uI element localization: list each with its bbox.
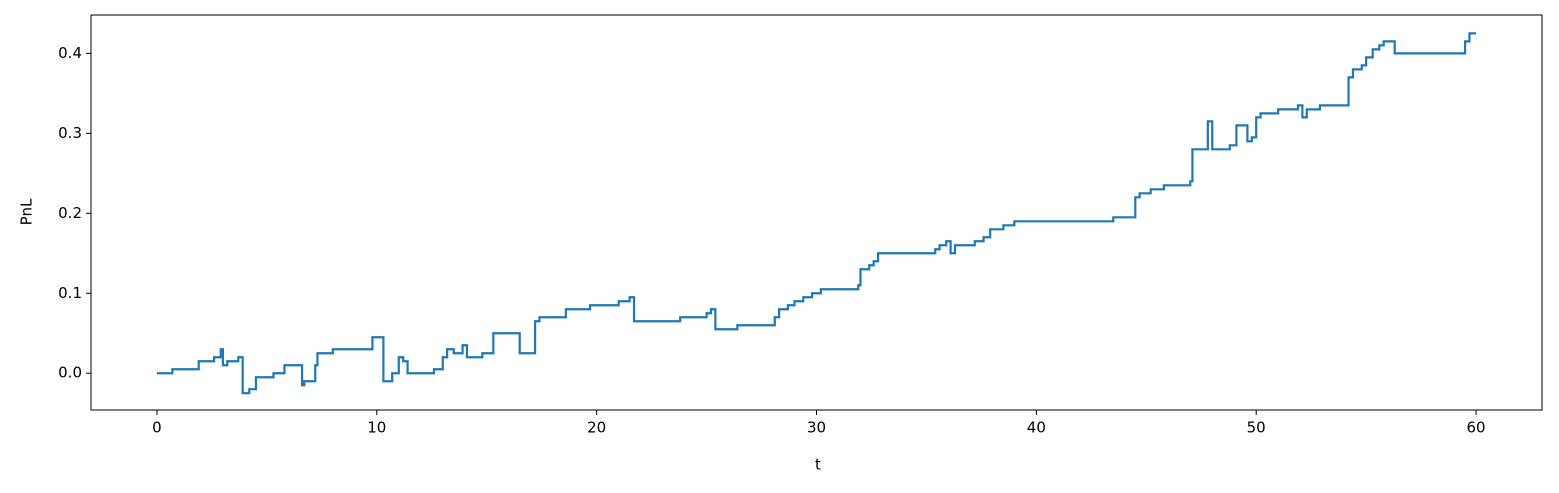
pnl-line <box>156 32 1477 395</box>
y-axis-label: PnL <box>18 198 36 225</box>
x-tick-label: 20 <box>587 419 606 437</box>
y-tick-label: 0.3 <box>58 124 82 142</box>
x-tick-label: 50 <box>1247 419 1266 437</box>
x-tick-label: 0 <box>152 419 162 437</box>
plot-frame <box>90 14 1543 411</box>
y-tick-label: 0.4 <box>58 44 82 62</box>
y-tick-label: 0.0 <box>58 364 82 382</box>
y-tick-label: 0.1 <box>58 284 82 302</box>
x-tick-label: 30 <box>807 419 826 437</box>
y-tick-label: 0.2 <box>58 204 82 222</box>
x-tick-label: 40 <box>1027 419 1046 437</box>
x-tick-label: 60 <box>1466 419 1485 437</box>
x-axis-label: t <box>815 456 821 474</box>
x-tick-label: 10 <box>367 419 386 437</box>
